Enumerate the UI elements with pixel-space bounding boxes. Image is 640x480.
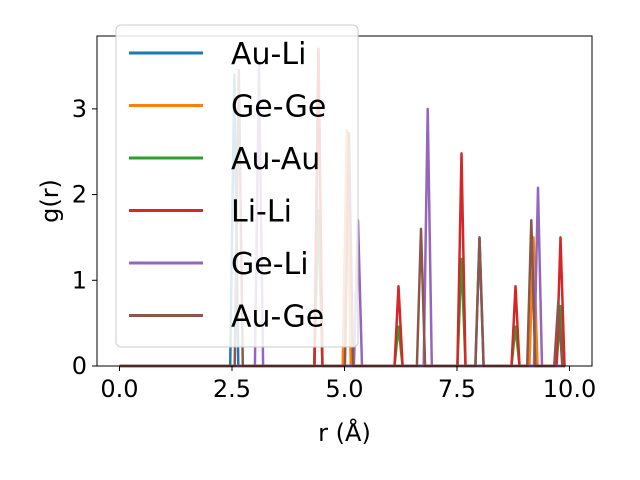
- x-tick-label: 0.0: [100, 375, 138, 403]
- x-tick-label: 2.5: [213, 375, 251, 403]
- y-tick-label: 2: [72, 181, 87, 209]
- legend: Au-Li Ge-Ge Au-Au Li-Li Ge-Li Au-Ge: [115, 24, 359, 348]
- legend-label-ge-li: Ge-Li: [231, 247, 309, 282]
- y-tick-label: 0: [72, 352, 87, 380]
- legend-label-au-ge: Au-Ge: [231, 300, 324, 335]
- x-tick-label: 5.0: [325, 375, 363, 403]
- y-axis-label: g(r): [36, 179, 64, 223]
- legend-label-ge-ge: Ge-Ge: [231, 90, 326, 125]
- ticks-layer: 0.0 2.5 5.0 7.5 10.0 0 1 2 3: [72, 95, 597, 403]
- y-tick-label: 1: [72, 266, 87, 294]
- y-tick-label: 3: [72, 95, 87, 123]
- legend-label-au-li: Au-Li: [231, 37, 306, 72]
- x-tick-label: 10.0: [543, 375, 596, 403]
- x-axis-label: r (Å): [318, 418, 371, 447]
- x-tick-label: 7.5: [438, 375, 476, 403]
- legend-label-li-li: Li-Li: [231, 195, 292, 230]
- legend-label-au-au: Au-Au: [231, 142, 320, 177]
